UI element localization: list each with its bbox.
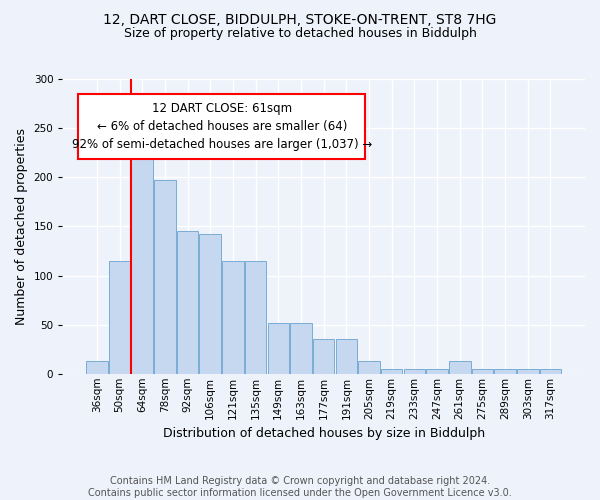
- Y-axis label: Number of detached properties: Number of detached properties: [15, 128, 28, 325]
- Bar: [335, 340, 357, 374]
- Bar: [154, 180, 176, 374]
- Bar: [86, 361, 107, 374]
- Text: Size of property relative to detached houses in Biddulph: Size of property relative to detached ho…: [124, 28, 476, 40]
- Bar: [426, 369, 448, 374]
- Bar: [494, 369, 516, 374]
- Bar: [472, 369, 493, 374]
- Bar: [290, 322, 312, 374]
- Bar: [268, 322, 289, 374]
- Bar: [245, 261, 266, 374]
- Text: 12, DART CLOSE, BIDDULPH, STOKE-ON-TRENT, ST8 7HG: 12, DART CLOSE, BIDDULPH, STOKE-ON-TRENT…: [103, 12, 497, 26]
- Bar: [109, 261, 130, 374]
- Bar: [199, 234, 221, 374]
- Bar: [517, 369, 539, 374]
- Bar: [404, 369, 425, 374]
- Bar: [177, 232, 199, 374]
- Bar: [222, 261, 244, 374]
- Bar: [358, 361, 380, 374]
- X-axis label: Distribution of detached houses by size in Biddulph: Distribution of detached houses by size …: [163, 427, 485, 440]
- Bar: [313, 340, 334, 374]
- Bar: [539, 369, 561, 374]
- Bar: [381, 369, 403, 374]
- Text: Contains HM Land Registry data © Crown copyright and database right 2024.
Contai: Contains HM Land Registry data © Crown c…: [88, 476, 512, 498]
- Text: 12 DART CLOSE: 61sqm
← 6% of detached houses are smaller (64)
92% of semi-detach: 12 DART CLOSE: 61sqm ← 6% of detached ho…: [71, 102, 372, 150]
- Bar: [449, 361, 470, 374]
- Bar: [131, 158, 153, 374]
- FancyBboxPatch shape: [78, 94, 365, 158]
